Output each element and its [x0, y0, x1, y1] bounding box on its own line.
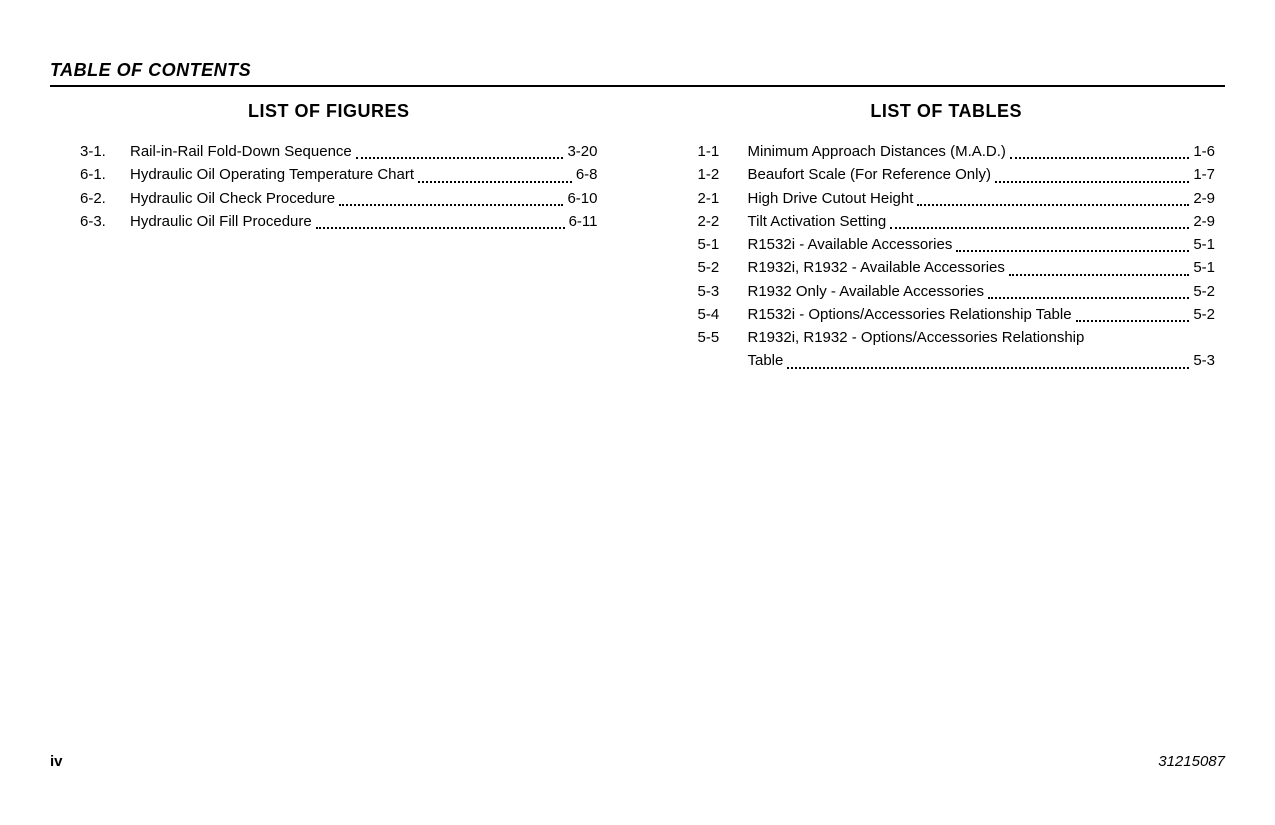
figures-entries: 3-1. Rail-in-Rail Fold-Down Sequence 3-2… — [50, 140, 608, 233]
figure-entry: 6-2. Hydraulic Oil Check Procedure 6-10 — [80, 187, 598, 210]
table-page: 5-2 — [1193, 280, 1215, 303]
table-title: Tilt Activation Setting — [748, 210, 887, 233]
table-entry-wrapped: 5-5 R1932i, R1932 - Options/Accessories … — [698, 326, 1216, 373]
table-page: 5-3 — [1193, 349, 1215, 372]
table-title: Beaufort Scale (For Reference Only) — [748, 163, 991, 186]
figure-number: 3-1. — [80, 140, 130, 163]
figure-title: Hydraulic Oil Fill Procedure — [130, 210, 312, 233]
figure-page: 6-10 — [567, 187, 597, 210]
figures-heading: LIST OF FIGURES — [50, 101, 608, 122]
footer-page-number: iv — [50, 753, 63, 770]
toc-header: TABLE OF CONTENTS — [50, 60, 1225, 87]
leader-dots — [1010, 148, 1189, 159]
table-number: 5-3 — [698, 280, 748, 303]
leader-dots — [316, 218, 565, 229]
figure-page: 3-20 — [567, 140, 597, 163]
leader-dots — [956, 241, 1189, 252]
figure-number: 6-3. — [80, 210, 130, 233]
table-title: R1932i, R1932 - Available Accessories — [748, 256, 1005, 279]
table-number: 2-1 — [698, 187, 748, 210]
table-page: 1-6 — [1193, 140, 1215, 163]
leader-dots — [339, 195, 563, 206]
table-entry: 1-1 Minimum Approach Distances (M.A.D.) … — [698, 140, 1216, 163]
table-page: 5-1 — [1193, 256, 1215, 279]
figure-title: Rail-in-Rail Fold-Down Sequence — [130, 140, 352, 163]
table-title-line2: Table — [748, 349, 784, 372]
page-footer: iv 31215087 — [50, 753, 1225, 770]
leader-dots — [1009, 264, 1189, 275]
table-number: 1-2 — [698, 163, 748, 186]
figure-page: 6-8 — [576, 163, 598, 186]
table-entry: 2-2 Tilt Activation Setting 2-9 — [698, 210, 1216, 233]
table-entry: 5-4 R1532i - Options/Accessories Relatio… — [698, 303, 1216, 326]
figure-entry: 6-1. Hydraulic Oil Operating Temperature… — [80, 163, 598, 186]
table-page: 5-2 — [1193, 303, 1215, 326]
figure-number: 6-1. — [80, 163, 130, 186]
table-title: R1532i - Available Accessories — [748, 233, 953, 256]
leader-dots — [418, 171, 572, 182]
leader-dots — [787, 357, 1189, 368]
table-title: R1532i - Options/Accessories Relationshi… — [748, 303, 1072, 326]
table-entry: 5-2 R1932i, R1932 - Available Accessorie… — [698, 256, 1216, 279]
table-page: 5-1 — [1193, 233, 1215, 256]
table-entry: 1-2 Beaufort Scale (For Reference Only) … — [698, 163, 1216, 186]
leader-dots — [995, 171, 1189, 182]
figures-column: LIST OF FIGURES 3-1. Rail-in-Rail Fold-D… — [50, 101, 608, 373]
figure-entry: 3-1. Rail-in-Rail Fold-Down Sequence 3-2… — [80, 140, 598, 163]
leader-dots — [890, 218, 1189, 229]
table-title: Minimum Approach Distances (M.A.D.) — [748, 140, 1006, 163]
table-title: High Drive Cutout Height — [748, 187, 914, 210]
table-entry: 5-1 R1532i - Available Accessories 5-1 — [698, 233, 1216, 256]
table-number: 2-2 — [698, 210, 748, 233]
table-number: 5-2 — [698, 256, 748, 279]
tables-entries: 1-1 Minimum Approach Distances (M.A.D.) … — [668, 140, 1226, 373]
figure-page: 6-11 — [569, 210, 598, 233]
page: TABLE OF CONTENTS LIST OF FIGURES 3-1. R… — [0, 0, 1275, 825]
columns-container: LIST OF FIGURES 3-1. Rail-in-Rail Fold-D… — [50, 101, 1225, 373]
table-page: 2-9 — [1193, 187, 1215, 210]
figure-number: 6-2. — [80, 187, 130, 210]
leader-dots — [917, 195, 1189, 206]
table-number: 5-1 — [698, 233, 748, 256]
figure-entry: 6-3. Hydraulic Oil Fill Procedure 6-11 — [80, 210, 598, 233]
table-page: 1-7 — [1193, 163, 1215, 186]
table-number: 5-4 — [698, 303, 748, 326]
table-title-line1: R1932i, R1932 - Options/Accessories Rela… — [748, 326, 1085, 349]
leader-dots — [988, 288, 1189, 299]
figure-title: Hydraulic Oil Check Procedure — [130, 187, 335, 210]
table-entry: 5-3 R1932 Only - Available Accessories 5… — [698, 280, 1216, 303]
footer-doc-number: 31215087 — [1158, 753, 1225, 770]
table-number: 5-5 — [698, 326, 748, 349]
tables-heading: LIST OF TABLES — [668, 101, 1226, 122]
table-page: 2-9 — [1193, 210, 1215, 233]
table-title: R1932 Only - Available Accessories — [748, 280, 985, 303]
figure-title: Hydraulic Oil Operating Temperature Char… — [130, 163, 414, 186]
leader-dots — [1076, 311, 1190, 322]
leader-dots — [356, 148, 564, 159]
tables-column: LIST OF TABLES 1-1 Minimum Approach Dist… — [668, 101, 1226, 373]
table-entry: 2-1 High Drive Cutout Height 2-9 — [698, 187, 1216, 210]
table-number: 1-1 — [698, 140, 748, 163]
